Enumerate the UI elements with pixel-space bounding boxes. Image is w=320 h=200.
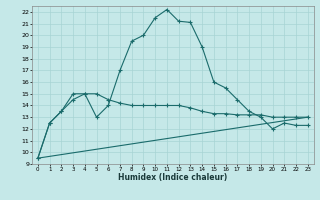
X-axis label: Humidex (Indice chaleur): Humidex (Indice chaleur) — [118, 173, 228, 182]
